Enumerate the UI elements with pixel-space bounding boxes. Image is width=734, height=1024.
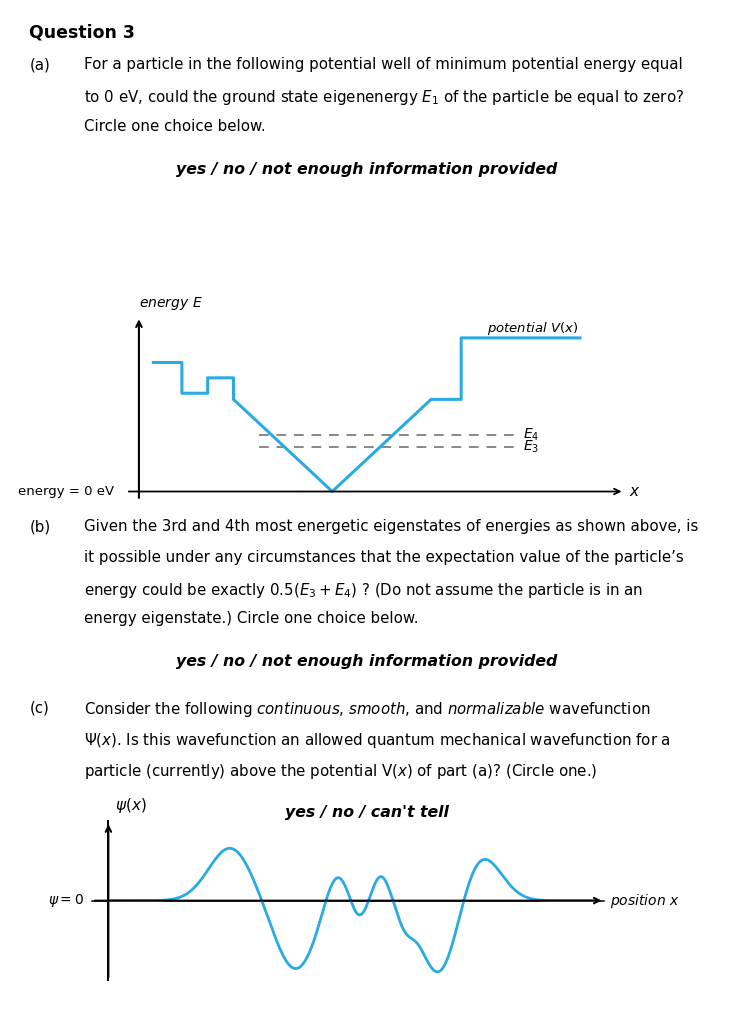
Text: Question 3: Question 3 [29,24,135,42]
Text: $x$: $x$ [629,484,640,499]
Text: (b): (b) [29,519,51,535]
Text: energy could be exactly $0.5(E_3 + E_4)$ ? (Do not assume the particle is in an: energy could be exactly $0.5(E_3 + E_4)$… [84,581,644,600]
Text: $E_3$: $E_3$ [523,438,539,456]
Text: energy eigenstate.) Circle one choice below.: energy eigenstate.) Circle one choice be… [84,611,419,627]
Text: energy = 0 eV: energy = 0 eV [18,485,114,498]
Text: to 0 eV, could the ground state eigenenergy $E_1$ of the particle be equal to ze: to 0 eV, could the ground state eigenene… [84,88,685,108]
Text: $\psi = 0$: $\psi = 0$ [48,892,84,909]
Text: potential $V(x)$: potential $V(x)$ [487,321,578,337]
Text: it possible under any circumstances that the expectation value of the particle’s: it possible under any circumstances that… [84,550,684,565]
Text: yes / no / not enough information provided: yes / no / not enough information provid… [176,654,558,670]
Text: Circle one choice below.: Circle one choice below. [84,119,266,134]
Text: $\psi(x)$: $\psi(x)$ [115,796,146,815]
Text: $\Psi(x)$. Is this wavefunction an allowed quantum mechanical wavefunction for a: $\Psi(x)$. Is this wavefunction an allow… [84,731,672,751]
Text: For a particle in the following potential well of minimum potential energy equal: For a particle in the following potentia… [84,57,683,73]
Text: (c): (c) [29,700,49,716]
Text: $E_4$: $E_4$ [523,426,539,443]
Text: yes / no / can't tell: yes / no / can't tell [285,805,449,820]
Text: Consider the following $\mathit{continuous}$, $\mathit{smooth}$, and $\mathit{no: Consider the following $\mathit{continuo… [84,700,651,720]
Text: energy $E$: energy $E$ [139,295,203,311]
Text: particle (currently) above the potential V$(x)$ of part (a)? (Circle one.): particle (currently) above the potential… [84,762,598,781]
Text: yes / no / not enough information provided: yes / no / not enough information provid… [176,162,558,177]
Text: Given the 3rd and 4th most energetic eigenstates of energies as shown above, is: Given the 3rd and 4th most energetic eig… [84,519,699,535]
Text: (a): (a) [29,57,50,73]
Text: position $x$: position $x$ [611,892,680,909]
